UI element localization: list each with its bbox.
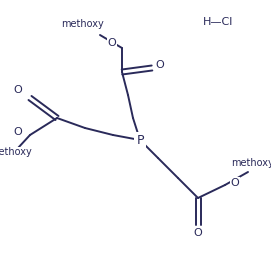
Text: H—Cl: H—Cl — [203, 17, 233, 27]
Text: O: O — [231, 178, 239, 188]
Text: methoxy: methoxy — [0, 147, 31, 157]
Text: O: O — [14, 127, 22, 137]
Text: O: O — [14, 85, 22, 95]
Text: O: O — [193, 228, 202, 238]
Text: methoxy: methoxy — [62, 19, 104, 29]
Text: methoxy: methoxy — [232, 158, 271, 168]
Text: O: O — [108, 38, 116, 48]
Text: P: P — [136, 133, 144, 147]
Text: O: O — [156, 60, 164, 70]
